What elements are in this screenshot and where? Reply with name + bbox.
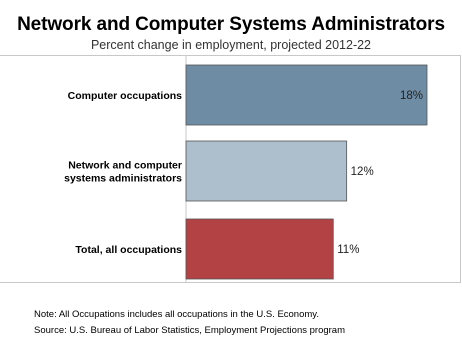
value-label-1: 12% [351, 166, 374, 178]
footnote-note: Note: All Occupations includes all occup… [34, 309, 319, 320]
category-label-0: Computer occupations [68, 90, 183, 102]
bar-0 [185, 64, 428, 126]
footnote-source: Source: U.S. Bureau of Labor Statistics,… [34, 325, 345, 336]
chart-title: Network and Computer Systems Administrat… [17, 14, 445, 35]
value-label-2: 11% [337, 244, 359, 256]
plot-frame [0, 55, 461, 283]
value-label-0: 18% [400, 90, 423, 102]
category-label-line: Network and computer [68, 160, 182, 172]
category-label-line: Computer occupations [68, 90, 183, 102]
chart-subtitle: Percent change in employment, projected … [90, 38, 372, 52]
bar-2 [185, 218, 334, 280]
category-label-line: systems administrators [64, 173, 182, 185]
category-label-line: Total, all occupations [75, 244, 182, 256]
category-label-2: Total, all occupations [75, 244, 182, 256]
category-label-1: Network and computer systems administrato… [64, 160, 182, 185]
bar-1 [185, 140, 348, 202]
